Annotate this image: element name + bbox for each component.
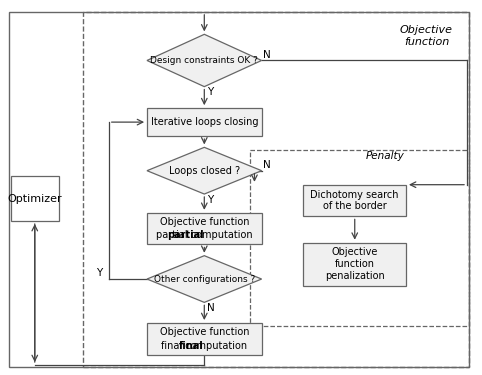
Text: N: N: [263, 50, 270, 60]
Bar: [147, 323, 262, 355]
Text: final computation: final computation: [161, 340, 247, 351]
Polygon shape: [147, 147, 262, 194]
Text: Objective function: Objective function: [160, 327, 249, 337]
Text: Y: Y: [207, 87, 214, 97]
Text: partial: partial: [167, 230, 203, 240]
Text: Penalty: Penalty: [366, 151, 405, 161]
Text: Iterative loops closing: Iterative loops closing: [150, 117, 258, 127]
Text: final: final: [178, 340, 203, 351]
Text: Loops closed ?: Loops closed ?: [169, 166, 240, 176]
Bar: [303, 243, 406, 286]
Text: Objective
function
penalization: Objective function penalization: [325, 248, 385, 281]
Text: Optimizer: Optimizer: [7, 194, 62, 204]
Polygon shape: [147, 34, 262, 87]
Text: Objective
function: Objective function: [400, 26, 453, 47]
Text: Other configurations ?: Other configurations ?: [154, 274, 255, 284]
Bar: [250, 150, 469, 326]
Text: Y: Y: [96, 268, 102, 278]
Bar: [82, 12, 469, 367]
Text: Dichotomy search
of the border: Dichotomy search of the border: [310, 190, 399, 211]
Text: N: N: [263, 160, 270, 170]
Text: Design constraints OK ?: Design constraints OK ?: [150, 56, 258, 65]
Text: Objective function: Objective function: [160, 217, 249, 227]
Text: partial computation: partial computation: [156, 230, 253, 240]
Polygon shape: [147, 256, 262, 302]
Bar: [303, 185, 406, 216]
Bar: [147, 108, 262, 136]
Bar: [11, 176, 59, 221]
Bar: [147, 213, 262, 244]
Text: Y: Y: [207, 195, 214, 205]
Text: N: N: [207, 303, 214, 313]
